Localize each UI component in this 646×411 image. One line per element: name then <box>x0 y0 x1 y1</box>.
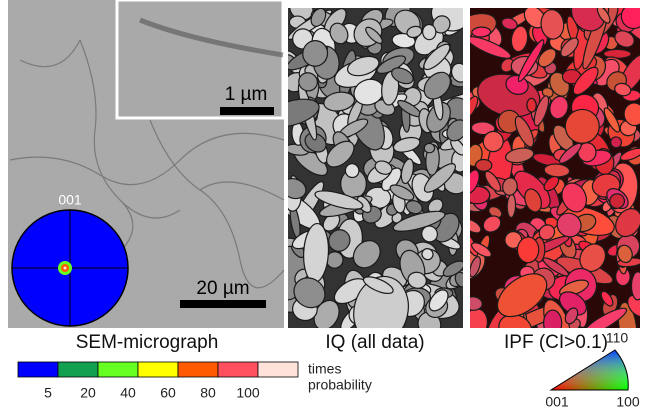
colorbar-segment <box>218 362 258 377</box>
panel-label: IPF (CI>0.1) <box>504 332 608 353</box>
pole-label: 001 <box>58 192 82 208</box>
colorbar-segment <box>98 362 138 377</box>
colorbar-tick-label: 20 <box>80 385 96 401</box>
grain <box>472 27 491 38</box>
triangle-label: 110 <box>606 330 629 346</box>
grain <box>507 194 516 218</box>
grain <box>517 237 539 263</box>
colorbar-segment <box>258 362 298 377</box>
colorbar-segment <box>18 362 58 377</box>
colorbar-tick-label: 100 <box>236 385 260 401</box>
inset-scale-label: 1 µm <box>225 84 268 105</box>
colorbar-segment <box>138 362 178 377</box>
grain <box>422 24 436 40</box>
scale-bar <box>180 300 266 308</box>
colorbar-caption: times <box>308 361 341 377</box>
grain <box>465 186 490 204</box>
colorbar: 5 20 40 60 80 100 <box>18 362 298 401</box>
colorbar-segment <box>58 362 98 377</box>
triangle-label: 001 <box>545 394 569 410</box>
figure: 1 µm 20 µm 001 SEM-micrograph IQ (all da… <box>0 0 646 411</box>
grain <box>424 143 435 153</box>
colorbar-tick-label: 40 <box>120 385 136 401</box>
scale-label: 20 µm <box>196 278 249 299</box>
colorbar-segment <box>178 362 218 377</box>
colorbar-tick-label: 60 <box>160 385 176 401</box>
colorbar-tick-label: 5 <box>44 385 52 401</box>
triangle-label: 100 <box>616 394 640 410</box>
panel-label: IQ (all data) <box>325 332 424 353</box>
grain <box>476 159 492 171</box>
panel-label: SEM-micrograph <box>76 332 219 353</box>
colorbar-caption: probability <box>308 377 372 393</box>
pole-peak <box>64 267 67 270</box>
inset-scale-bar <box>220 107 274 115</box>
grain <box>527 98 537 112</box>
colorbar-tick-label: 80 <box>200 385 216 401</box>
ipf-triangle-shade <box>551 350 628 390</box>
grain <box>631 272 644 300</box>
